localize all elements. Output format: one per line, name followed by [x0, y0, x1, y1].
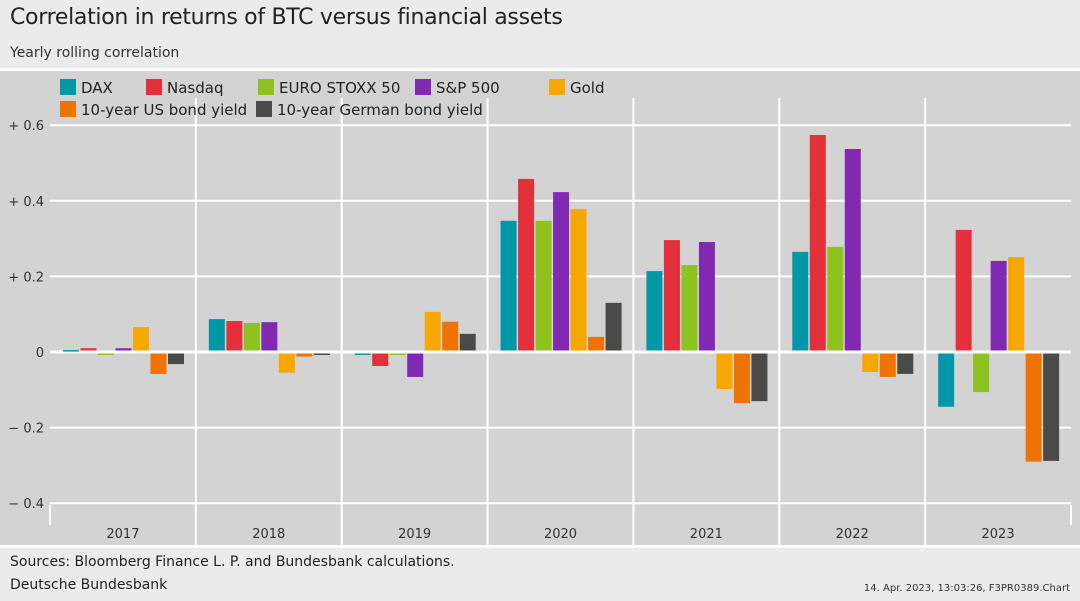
- legend-item: 10-year German bond yield: [256, 101, 483, 119]
- legend-label: Gold: [570, 79, 605, 97]
- bar-10-year-us-bond-yield-2017: [150, 353, 167, 374]
- y-tick-label: + 0.6: [8, 119, 44, 134]
- legend-swatch: [60, 101, 76, 117]
- bar-10-year-us-bond-yield-2023: [1025, 353, 1042, 462]
- legend-swatch: [146, 79, 162, 95]
- legend-label: 10-year German bond yield: [277, 101, 483, 119]
- bar-nasdaq-2023: [955, 229, 972, 351]
- bar-nasdaq-2017: [80, 348, 97, 351]
- legend-label: Nasdaq: [167, 79, 223, 97]
- bar-10-year-german-bond-yield-2023: [1043, 353, 1060, 461]
- x-tick-label: 2022: [836, 527, 869, 542]
- bar-10-year-german-bond-yield-2019: [459, 333, 476, 351]
- bar-nasdaq-2019: [372, 353, 389, 366]
- bar-10-year-german-bond-yield-2022: [897, 353, 914, 374]
- bar-s-p-500-2023: [990, 260, 1007, 351]
- bar-dax-2019: [354, 353, 371, 355]
- x-tick-label: 2021: [690, 527, 723, 542]
- bar-s-p-500-2021: [698, 242, 715, 351]
- legend-item: EURO STOXX 50: [258, 79, 400, 97]
- bar-euro-stoxx-50-2022: [827, 246, 844, 351]
- x-tick-label: 2018: [252, 527, 285, 542]
- y-tick-label: − 0.2: [8, 422, 44, 437]
- legend-item: 10-year US bond yield: [60, 101, 247, 119]
- bar-nasdaq-2022: [809, 135, 826, 351]
- x-tick-label: 2019: [398, 527, 431, 542]
- legend-item: Gold: [549, 79, 605, 97]
- bar-euro-stoxx-50-2019: [389, 353, 406, 355]
- bar-s-p-500-2020: [553, 192, 570, 351]
- x-tick-label: 2017: [106, 527, 139, 542]
- bar-10-year-german-bond-yield-2017: [168, 353, 184, 365]
- bar-10-year-german-bond-yield-2018: [313, 353, 330, 355]
- legend-swatch: [258, 79, 274, 95]
- legend-swatch: [549, 79, 565, 95]
- bar-s-p-500-2018: [261, 322, 278, 351]
- bar-dax-2018: [208, 319, 225, 351]
- bar-gold-2021: [716, 353, 733, 390]
- bar-gold-2023: [1008, 257, 1025, 351]
- bar-10-year-german-bond-yield-2020: [605, 302, 622, 351]
- bar-nasdaq-2018: [226, 321, 243, 351]
- bar-10-year-us-bond-yield-2020: [588, 336, 605, 351]
- bar-gold-2018: [278, 353, 295, 373]
- bar-10-year-german-bond-yield-2021: [751, 353, 768, 402]
- bar-10-year-us-bond-yield-2018: [296, 353, 313, 357]
- bar-gold-2017: [133, 327, 149, 351]
- timestamp: 14. Apr. 2023, 13:03:26, F3PR0389.Chart: [863, 583, 1070, 594]
- legend-swatch: [60, 79, 76, 95]
- bar-nasdaq-2020: [518, 178, 535, 351]
- bar-gold-2022: [862, 353, 879, 373]
- legend-swatch: [415, 79, 431, 95]
- y-tick-label: + 0.4: [8, 195, 44, 210]
- bar-dax-2023: [938, 353, 955, 407]
- legend-item: DAX: [60, 79, 113, 97]
- x-tick-label: 2023: [982, 527, 1015, 542]
- y-tick-label: + 0.2: [8, 270, 44, 285]
- bar-euro-stoxx-50-2023: [973, 353, 990, 393]
- x-tick-label: 2020: [544, 527, 577, 542]
- y-tick-label: 0: [36, 346, 44, 361]
- legend-label: EURO STOXX 50: [279, 79, 400, 97]
- bar-10-year-us-bond-yield-2019: [442, 321, 459, 351]
- legend-label: S&P 500: [436, 79, 500, 97]
- bar-euro-stoxx-50-2020: [535, 220, 552, 351]
- bar-10-year-us-bond-yield-2021: [733, 353, 750, 404]
- bar-s-p-500-2022: [844, 149, 861, 351]
- legend-item: Nasdaq: [146, 79, 223, 97]
- bar-nasdaq-2021: [663, 240, 680, 351]
- bar-dax-2017: [63, 350, 79, 352]
- bar-dax-2021: [646, 271, 663, 351]
- bar-dax-2020: [500, 220, 517, 351]
- bar-euro-stoxx-50-2017: [98, 353, 114, 355]
- legend-label: 10-year US bond yield: [81, 101, 247, 119]
- organization: Deutsche Bundesbank: [10, 577, 168, 593]
- legend-item: S&P 500: [415, 79, 500, 97]
- bar-euro-stoxx-50-2018: [243, 322, 260, 351]
- bar-gold-2020: [570, 209, 587, 351]
- sources-note: Sources: Bloomberg Finance L. P. and Bun…: [10, 554, 455, 570]
- bar-s-p-500-2019: [407, 353, 424, 377]
- chart-title: Correlation in returns of BTC versus fin…: [10, 5, 563, 30]
- legend-label: DAX: [81, 79, 113, 97]
- chart-subtitle: Yearly rolling correlation: [10, 45, 180, 61]
- y-tick-label: − 0.4: [8, 497, 44, 512]
- bar-s-p-500-2017: [115, 348, 132, 351]
- legend-swatch: [256, 101, 272, 117]
- bar-10-year-us-bond-yield-2022: [879, 353, 896, 377]
- bar-gold-2019: [424, 311, 441, 351]
- bar-dax-2022: [792, 251, 809, 351]
- bar-euro-stoxx-50-2021: [681, 265, 698, 351]
